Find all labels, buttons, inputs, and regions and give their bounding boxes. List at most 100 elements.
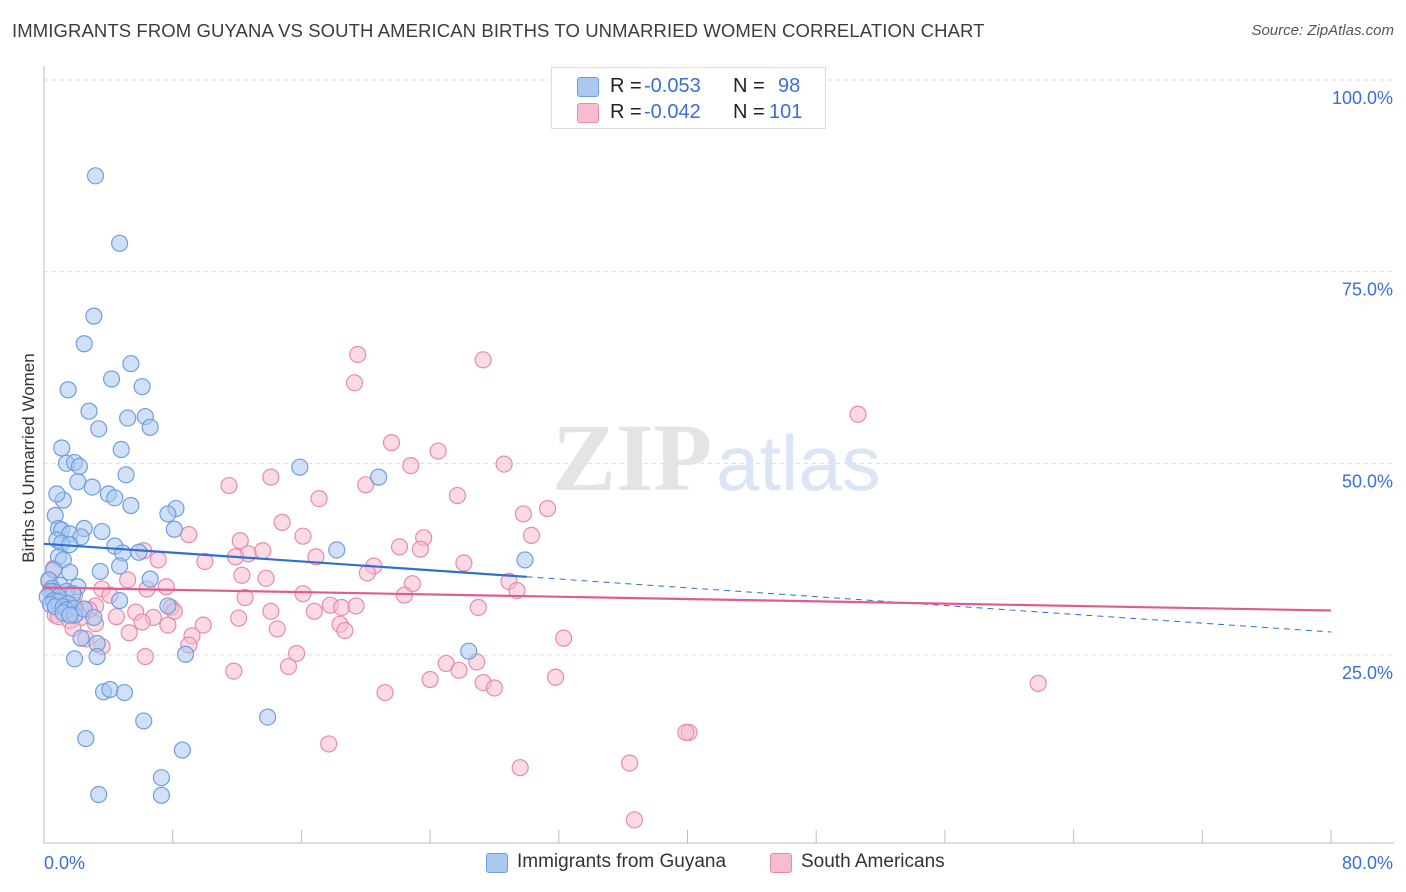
trend-line-guyana-extension xyxy=(526,576,1332,633)
data-point-guyana xyxy=(90,785,108,804)
data-point-south-americans xyxy=(625,811,644,829)
correlation-legend: R = -0.053 N = 98 R = -0.042 N = 101 xyxy=(551,67,826,129)
data-point-guyana xyxy=(85,608,103,627)
data-point-south-americans xyxy=(402,457,420,475)
data-point-south-americans xyxy=(485,679,504,697)
bottom-legend-label: Immigrants from Guyana xyxy=(517,851,727,872)
data-point-guyana xyxy=(152,786,171,804)
data-point-guyana xyxy=(70,457,88,475)
watermark-atlas: atlas xyxy=(716,419,881,507)
data-point-south-americans xyxy=(279,657,298,676)
data-point-guyana xyxy=(88,647,106,666)
data-point-south-americans xyxy=(262,468,280,486)
data-point-south-americans xyxy=(320,735,338,753)
data-point-south-americans xyxy=(230,609,248,627)
legend-row-guyana: R = -0.053 N = 98 xyxy=(552,74,825,100)
data-point-south-americans xyxy=(677,723,695,742)
data-point-guyana xyxy=(135,712,153,730)
legend-n-label: N = xyxy=(733,101,765,123)
data-point-guyana xyxy=(176,645,195,663)
data-point-south-americans xyxy=(450,661,468,679)
data-point-guyana xyxy=(122,355,140,373)
trend-line-guyana xyxy=(43,542,527,578)
data-point-guyana xyxy=(101,680,119,699)
data-point-south-americans xyxy=(268,620,286,638)
data-point-south-americans xyxy=(382,434,401,452)
data-point-guyana xyxy=(328,541,346,559)
data-point-guyana xyxy=(119,409,137,427)
data-point-guyana xyxy=(61,606,79,624)
data-point-south-americans xyxy=(180,526,198,544)
watermark-zip: ZIP xyxy=(552,404,712,511)
data-point-south-americans xyxy=(455,554,473,572)
data-point-south-americans xyxy=(349,345,367,364)
data-point-south-americans xyxy=(849,405,867,423)
data-point-guyana xyxy=(152,769,171,787)
data-point-south-americans xyxy=(196,552,214,571)
data-point-south-americans xyxy=(546,668,565,686)
data-point-south-americans xyxy=(508,581,526,600)
data-point-south-americans xyxy=(294,585,312,603)
y-tick-label: 25.0% xyxy=(1342,663,1393,683)
data-point-south-americans xyxy=(107,608,125,626)
data-point-south-americans xyxy=(119,571,137,589)
chart-title: IMMIGRANTS FROM GUYANA VS SOUTH AMERICAN… xyxy=(12,20,985,41)
data-point-guyana xyxy=(115,683,134,702)
data-point-south-americans xyxy=(538,499,557,518)
legend-n-label: N = xyxy=(733,75,765,97)
data-point-south-americans xyxy=(310,490,328,508)
data-point-guyana xyxy=(133,378,151,396)
data-point-south-americans xyxy=(220,476,238,495)
bottom-legend-swatch-pink xyxy=(770,853,792,873)
data-point-guyana xyxy=(165,520,183,538)
data-point-guyana xyxy=(91,562,109,581)
data-point-south-americans xyxy=(233,566,251,584)
data-point-south-americans xyxy=(159,616,177,634)
data-point-south-americans xyxy=(469,598,487,617)
legend-swatch-pink xyxy=(577,103,599,123)
data-point-guyana xyxy=(80,402,98,420)
legend-n-value: 101 xyxy=(769,101,803,123)
data-point-south-americans xyxy=(225,662,243,680)
data-point-south-americans xyxy=(254,542,272,560)
legend-r-value: -0.042 xyxy=(644,101,701,123)
data-point-guyana xyxy=(159,597,177,615)
trend-line-south-americans xyxy=(43,586,1332,612)
legend-r-label: R = xyxy=(610,75,642,97)
data-point-south-americans xyxy=(294,527,312,545)
data-point-south-americans xyxy=(120,624,138,642)
data-point-south-americans xyxy=(395,586,413,604)
data-point-guyana xyxy=(69,473,87,491)
data-point-guyana xyxy=(93,522,111,541)
series-guyana xyxy=(38,167,534,804)
data-point-guyana xyxy=(516,551,534,569)
data-point-guyana xyxy=(86,167,105,185)
y-tick-label: 100.0% xyxy=(1332,88,1393,108)
data-point-south-americans xyxy=(429,442,447,460)
bottom-legend-swatch-blue xyxy=(486,853,508,873)
trend-lines xyxy=(43,542,1332,633)
data-point-guyana xyxy=(141,570,159,588)
data-point-south-americans xyxy=(421,670,439,689)
data-point-south-americans xyxy=(514,505,533,523)
data-point-guyana xyxy=(141,418,159,436)
data-point-guyana xyxy=(85,307,103,325)
data-point-south-americans xyxy=(357,476,375,494)
series-south-americans xyxy=(40,345,1047,829)
data-point-south-americans xyxy=(231,532,249,550)
data-point-south-americans xyxy=(347,597,365,615)
data-point-south-americans xyxy=(333,598,351,617)
data-point-guyana xyxy=(48,485,66,503)
data-point-south-americans xyxy=(620,754,639,772)
data-point-guyana xyxy=(75,335,93,353)
data-point-guyana xyxy=(106,489,124,507)
data-point-south-americans xyxy=(149,551,167,569)
data-point-south-americans xyxy=(411,540,430,558)
data-point-south-americans xyxy=(262,602,280,620)
legend-swatch-blue xyxy=(577,77,599,97)
data-point-guyana xyxy=(59,381,77,399)
data-point-guyana xyxy=(111,234,129,252)
legend-n-value: 98 xyxy=(778,75,801,97)
y-axis-label: Births to Unmarried Women xyxy=(19,353,38,562)
data-point-guyana xyxy=(77,729,95,748)
